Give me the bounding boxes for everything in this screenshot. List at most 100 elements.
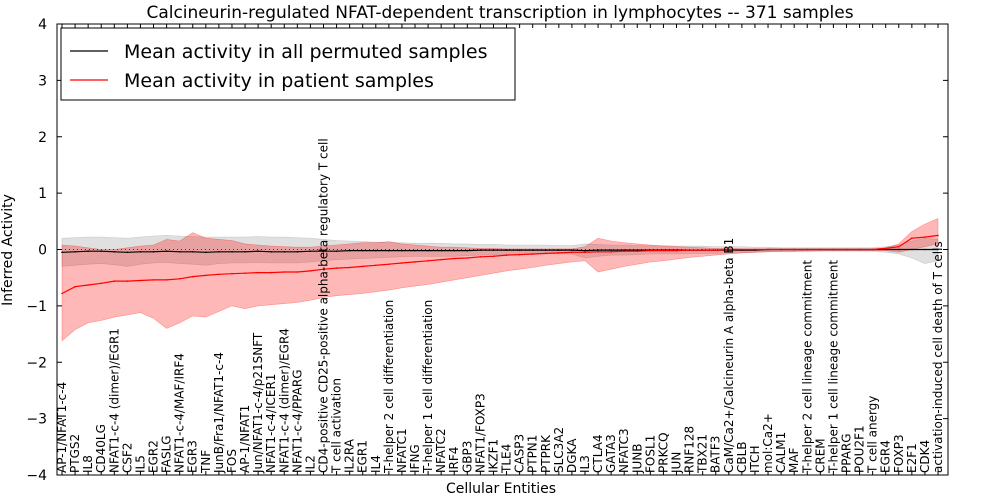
- entity-label: T cell anergy: [866, 396, 880, 474]
- patient-point: [466, 257, 469, 259]
- entity-label: mol:Ca2+: [761, 413, 775, 473]
- permuted-point: [898, 248, 900, 251]
- permuted-point: [545, 249, 547, 251]
- entity-label: JUNB: [630, 443, 644, 474]
- patient-point: [924, 236, 926, 238]
- patient-point: [610, 251, 612, 253]
- permuted-point: [87, 250, 89, 252]
- entity-label: EGR3: [186, 440, 200, 473]
- patient-point: [178, 278, 181, 280]
- y-tick-label: 3: [38, 73, 47, 89]
- entity-labels: AP-1/NFAT1-c-4 PTGS2 IL8 CD40LG NFAT1-c-4 (d…: [55, 138, 945, 474]
- entity-label: IL5: [133, 455, 147, 473]
- permuted-point: [361, 249, 364, 252]
- patient-point: [375, 264, 377, 267]
- entity-label: IL2: [303, 455, 317, 473]
- patient-point: [767, 248, 769, 251]
- entity-label: RNF128: [683, 426, 697, 473]
- entity-label: JUN: [670, 452, 684, 474]
- patient-point: [584, 251, 586, 254]
- y-tick-label: −2: [26, 355, 47, 371]
- permuted-point: [113, 251, 116, 253]
- legend-label-patient: Mean activity in patient samples: [124, 70, 434, 92]
- patient-point: [845, 248, 848, 251]
- entity-label: T cell activation: [330, 378, 344, 474]
- entity-label: PTPN1: [526, 435, 540, 473]
- patient-point: [322, 268, 325, 271]
- entity-label: NFAT1-c-4/MAF/IRF4: [173, 353, 187, 473]
- entity-label: EGR2: [147, 440, 161, 473]
- entity-label: TLE4: [500, 444, 514, 474]
- entity-label: IKZF1: [487, 439, 501, 473]
- permuted-point: [531, 249, 534, 251]
- patient-point: [440, 258, 443, 261]
- patient-point: [688, 249, 691, 251]
- patient-point: [218, 273, 220, 276]
- patient-point: [793, 248, 795, 251]
- entity-label: NFATC3: [617, 428, 631, 473]
- entity-label: CASP3: [513, 434, 527, 473]
- y-tick-label: 4: [38, 17, 47, 33]
- patient-point: [270, 271, 273, 274]
- patient-point: [898, 245, 900, 248]
- entity-label: T-helper 2 cell differentiation: [382, 300, 396, 474]
- entity-label: MAF: [787, 447, 801, 473]
- patient-point: [414, 261, 416, 263]
- patient-point: [427, 260, 429, 262]
- permuted-point: [466, 249, 469, 252]
- permuted-point: [610, 249, 612, 251]
- entity-label: IRF4: [447, 447, 461, 473]
- permuted-band: [61, 235, 939, 267]
- patient-point: [754, 248, 756, 251]
- entity-label: AP-1/NFAT1: [238, 405, 252, 473]
- permuted-point: [518, 249, 521, 251]
- permuted-point: [401, 249, 403, 252]
- permuted-point: [375, 249, 377, 252]
- entity-label: NFAT1-c-4 (dimer)/EGR4: [277, 328, 291, 473]
- entity-label: IL3: [578, 455, 592, 473]
- patient-point: [531, 253, 534, 255]
- x-axis-ticks: [61, 24, 939, 475]
- y-tick-label: −4: [26, 468, 47, 484]
- entity-label: NFATC1: [395, 428, 409, 473]
- entity-label: E2F1: [905, 443, 919, 473]
- patient-point: [126, 280, 129, 282]
- entity-label: T-helper 1 cell lineage commitment: [826, 260, 840, 474]
- entity-label: PPARG: [840, 433, 854, 473]
- permuted-point: [505, 249, 508, 251]
- entity-label: CSF2: [120, 442, 134, 473]
- entity-label: NFAT1-c-4/PPARG: [290, 369, 304, 473]
- entity-label: T-helper 1 cell differentiation: [421, 300, 435, 474]
- permuted-point: [191, 251, 194, 253]
- y-tick-label: 2: [38, 130, 47, 146]
- permuted-point: [388, 249, 390, 252]
- patient-point: [152, 279, 155, 281]
- entity-label: BATF3: [709, 436, 723, 473]
- entity-label: ITCH: [748, 445, 762, 473]
- entity-label: EGR1: [356, 440, 370, 473]
- permuted-point: [152, 251, 155, 253]
- y-tick-label: 1: [38, 186, 47, 202]
- patient-point: [806, 248, 809, 251]
- y-tick-label: 0: [38, 243, 47, 259]
- patient-point: [911, 237, 913, 239]
- entity-label: AP-1/NFAT1-c-4: [55, 382, 69, 473]
- permuted-point: [244, 251, 246, 253]
- patient-point: [453, 257, 456, 260]
- permuted-point: [348, 249, 351, 252]
- permuted-point: [911, 248, 913, 251]
- patient-point: [401, 262, 403, 264]
- permuted-point: [492, 249, 495, 251]
- patient-point: [309, 270, 312, 272]
- entity-label: DGKA: [565, 438, 579, 473]
- patient-point: [871, 248, 874, 251]
- confidence-bands: [57, 218, 948, 342]
- patient-point: [296, 271, 299, 273]
- permuted-point: [584, 249, 586, 252]
- permuted-point: [322, 250, 325, 252]
- permuted-point: [231, 251, 233, 253]
- y-axis-ticks: 4 3 2 1 0 −1 −2 −3 −4: [26, 17, 948, 484]
- entity-label: PTGS2: [68, 434, 82, 473]
- patient-point: [492, 255, 495, 258]
- patient-point: [348, 266, 351, 269]
